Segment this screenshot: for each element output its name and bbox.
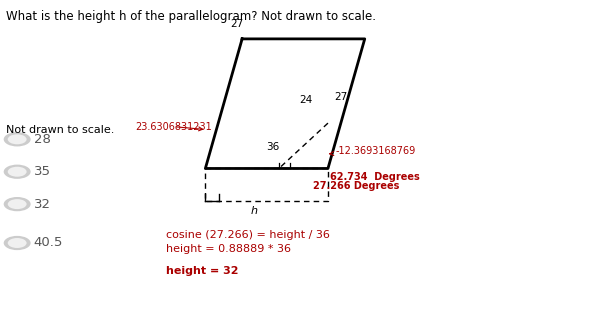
Text: height = 32: height = 32 bbox=[166, 266, 238, 275]
Text: Not drawn to scale.: Not drawn to scale. bbox=[6, 125, 115, 134]
Text: 23.6306831231: 23.6306831231 bbox=[135, 122, 211, 132]
Text: cosine (27.266) = height / 36: cosine (27.266) = height / 36 bbox=[166, 230, 329, 240]
Circle shape bbox=[4, 236, 31, 250]
Text: 40.5: 40.5 bbox=[34, 237, 63, 249]
Circle shape bbox=[4, 197, 31, 211]
Circle shape bbox=[4, 165, 31, 179]
Text: 28: 28 bbox=[34, 133, 51, 146]
Circle shape bbox=[4, 132, 31, 146]
Text: h: h bbox=[251, 206, 258, 215]
Text: 27: 27 bbox=[230, 19, 243, 29]
Circle shape bbox=[8, 199, 26, 209]
Text: What is the height h of the parallelogram? Not drawn to scale.: What is the height h of the parallelogra… bbox=[6, 10, 376, 23]
Circle shape bbox=[8, 134, 26, 144]
Text: height = 0.88889 * 36: height = 0.88889 * 36 bbox=[166, 245, 291, 254]
Text: 36: 36 bbox=[266, 143, 280, 152]
Text: 27: 27 bbox=[334, 92, 348, 102]
Text: 32: 32 bbox=[34, 198, 51, 211]
Circle shape bbox=[8, 167, 26, 177]
Text: 27.266 Degrees: 27.266 Degrees bbox=[313, 181, 399, 191]
Circle shape bbox=[8, 238, 26, 248]
Text: 24: 24 bbox=[299, 96, 313, 105]
Text: 62.734  Degrees: 62.734 Degrees bbox=[330, 172, 419, 181]
Text: 35: 35 bbox=[34, 165, 51, 178]
Text: -12.3693168769: -12.3693168769 bbox=[330, 146, 416, 156]
